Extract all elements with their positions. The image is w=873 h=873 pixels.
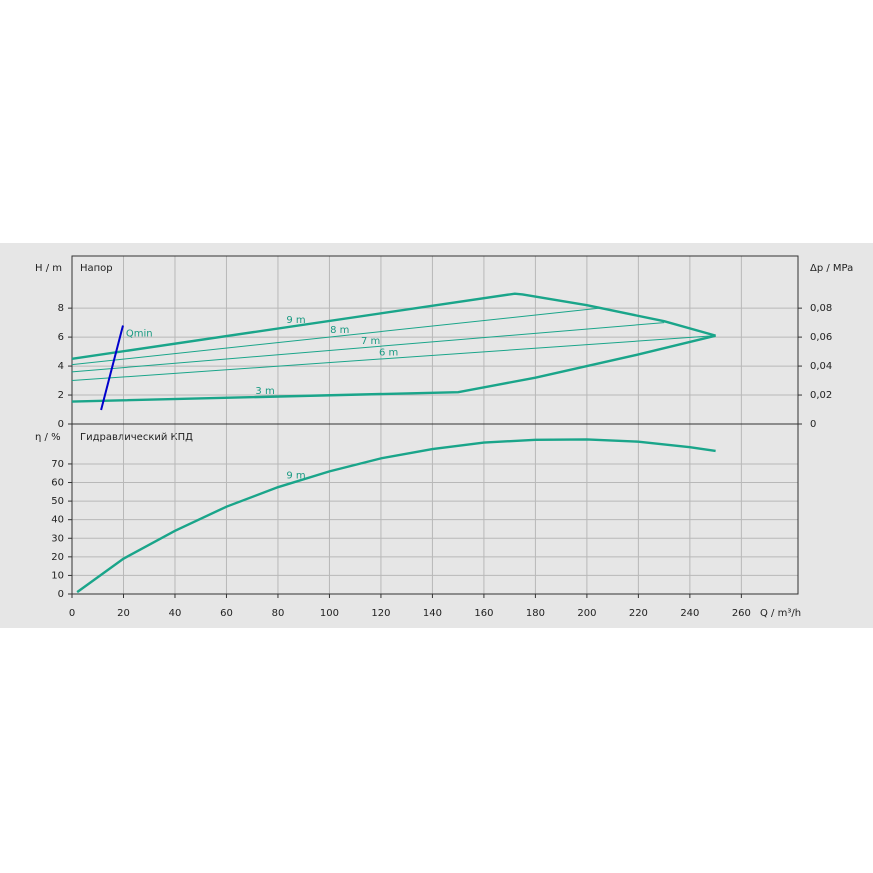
curve-label: Qmin <box>126 328 153 339</box>
curve <box>71 307 600 366</box>
y2-tick-label: 0,06 <box>810 332 832 343</box>
x-axis-label: Q / m³/h <box>760 608 801 619</box>
plot-frame <box>71 423 799 595</box>
x-tick-label: 220 <box>629 608 648 619</box>
curve <box>71 335 716 382</box>
curve-label: 9 m <box>286 315 305 326</box>
y2-tick-label: 0,02 <box>810 390 832 401</box>
y-tick-label: 0 <box>58 419 64 430</box>
x-tick-label: 180 <box>526 608 545 619</box>
y-tick-label: 20 <box>51 552 64 563</box>
curve-label: 9 m <box>286 471 305 482</box>
curve-label: 3 m <box>255 386 274 397</box>
curve <box>76 438 716 594</box>
y-tick-label: 70 <box>51 459 64 470</box>
y-axis-label: η / % <box>35 432 61 443</box>
y-tick-label: 0 <box>58 589 64 600</box>
x-tick-label: 40 <box>169 608 182 619</box>
y-tick-label: 8 <box>58 303 64 314</box>
y-axis-label: H / m <box>35 263 62 274</box>
x-tick-label: 120 <box>371 608 390 619</box>
y2-tick-label: 0,04 <box>810 361 832 372</box>
y2-tick-label: 0,08 <box>810 303 832 314</box>
x-tick-label: 240 <box>680 608 699 619</box>
y-tick-label: 4 <box>58 361 64 372</box>
y-tick-label: 40 <box>51 515 64 526</box>
curve <box>71 322 665 373</box>
curve-label: 8 m <box>330 325 349 336</box>
x-tick-label: 140 <box>423 608 442 619</box>
curve-label: 6 m <box>379 347 398 358</box>
y-tick-label: 6 <box>58 332 64 343</box>
y-tick-label: 10 <box>51 570 64 581</box>
qmin-line <box>100 325 124 411</box>
y-tick-label: 2 <box>58 390 64 401</box>
chart-title: Гидравлический КПД <box>80 432 193 443</box>
chart-title: Напор <box>80 263 113 274</box>
y-tick-label: 60 <box>51 478 64 489</box>
x-tick-label: 60 <box>220 608 233 619</box>
y-tick-label: 30 <box>51 533 64 544</box>
x-tick-label: 200 <box>577 608 596 619</box>
x-tick-label: 20 <box>117 608 130 619</box>
y2-axis-label: Δp / MPa <box>810 263 853 274</box>
curve <box>71 334 716 403</box>
panel <box>0 243 873 628</box>
y2-tick-label: 0 <box>810 419 816 430</box>
x-tick-label: 80 <box>272 608 285 619</box>
x-tick-label: 160 <box>474 608 493 619</box>
x-tick-label: 100 <box>320 608 339 619</box>
curve <box>71 292 716 361</box>
curve-label: 7 m <box>361 336 380 347</box>
y-tick-label: 50 <box>51 496 64 507</box>
x-tick-label: 260 <box>732 608 751 619</box>
x-tick-label: 0 <box>69 608 75 619</box>
